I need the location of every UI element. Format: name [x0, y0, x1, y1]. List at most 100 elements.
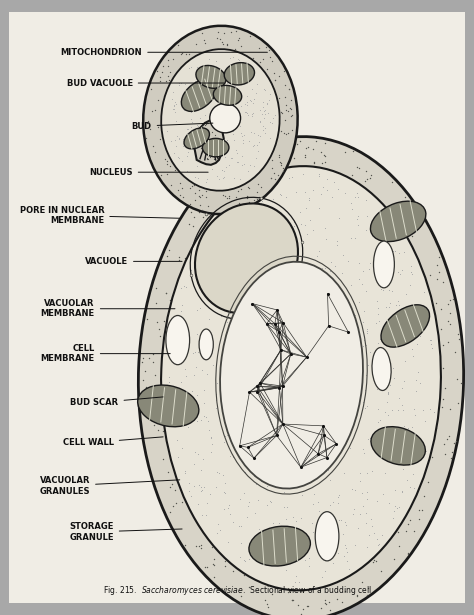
Point [191, 196, 199, 205]
Point [205, 416, 212, 426]
Point [266, 528, 274, 538]
Point [203, 146, 211, 156]
Point [195, 207, 202, 217]
Point [260, 84, 268, 94]
Point [354, 220, 362, 230]
Point [262, 42, 270, 52]
Point [344, 315, 351, 325]
Point [403, 335, 410, 344]
Point [308, 437, 316, 447]
Point [213, 149, 221, 159]
Point [200, 446, 207, 456]
Point [341, 384, 349, 394]
Point [256, 117, 264, 127]
Point [399, 482, 406, 491]
Point [316, 375, 323, 385]
Point [373, 247, 380, 257]
Point [197, 139, 205, 149]
Point [250, 94, 258, 104]
Point [399, 435, 406, 445]
Point [363, 590, 371, 600]
Point [249, 232, 256, 242]
Point [329, 224, 337, 234]
Point [267, 173, 275, 183]
Point [263, 416, 271, 426]
Point [270, 277, 278, 287]
Point [191, 447, 199, 457]
Point [282, 192, 290, 202]
Point [224, 84, 231, 93]
Point [231, 394, 238, 404]
Point [369, 271, 376, 281]
Point [219, 190, 227, 200]
Point [399, 405, 407, 415]
Point [229, 126, 237, 136]
Point [219, 143, 227, 153]
Point [195, 191, 202, 201]
Point [150, 349, 157, 359]
Point [277, 157, 284, 167]
Point [331, 405, 339, 415]
Point [243, 512, 250, 522]
Point [264, 64, 271, 74]
Point [200, 35, 208, 45]
Point [236, 82, 243, 92]
Point [359, 317, 367, 327]
Point [184, 124, 192, 134]
Point [367, 170, 374, 180]
Point [450, 438, 458, 448]
Point [208, 119, 216, 129]
Point [240, 54, 247, 64]
Point [215, 212, 223, 221]
Point [262, 368, 269, 378]
Point [425, 477, 432, 487]
Point [305, 553, 312, 563]
Point [197, 48, 205, 58]
Point [304, 142, 312, 152]
Point [254, 356, 262, 366]
Point [420, 318, 428, 328]
Point [303, 229, 310, 239]
Point [175, 96, 182, 106]
Point [219, 223, 226, 232]
Point [199, 191, 206, 200]
Point [175, 78, 183, 88]
Point [282, 303, 290, 312]
Point [197, 113, 204, 122]
Point [235, 549, 243, 559]
Point [239, 135, 247, 145]
Point [245, 137, 253, 146]
Point [447, 453, 455, 462]
Point [270, 277, 278, 287]
Point [253, 478, 260, 488]
Point [288, 282, 296, 292]
Point [230, 125, 238, 135]
Point [380, 482, 387, 491]
Point [290, 234, 298, 244]
Point [189, 102, 196, 112]
Point [313, 252, 321, 261]
Point [172, 165, 179, 175]
Point [283, 225, 290, 235]
Point [341, 255, 349, 265]
Point [151, 370, 159, 380]
Point [249, 150, 257, 160]
Point [287, 349, 294, 359]
Point [325, 180, 333, 190]
Point [299, 454, 306, 464]
Point [203, 373, 210, 383]
Point [243, 100, 250, 109]
Point [205, 109, 213, 119]
Point [374, 484, 381, 494]
Point [198, 28, 205, 38]
Point [196, 480, 204, 490]
Point [381, 330, 389, 340]
Point [340, 483, 347, 493]
Point [176, 314, 184, 324]
Point [230, 135, 238, 145]
Point [285, 84, 293, 94]
Point [252, 124, 259, 134]
Point [241, 91, 248, 101]
Point [234, 34, 242, 44]
Point [295, 534, 302, 544]
